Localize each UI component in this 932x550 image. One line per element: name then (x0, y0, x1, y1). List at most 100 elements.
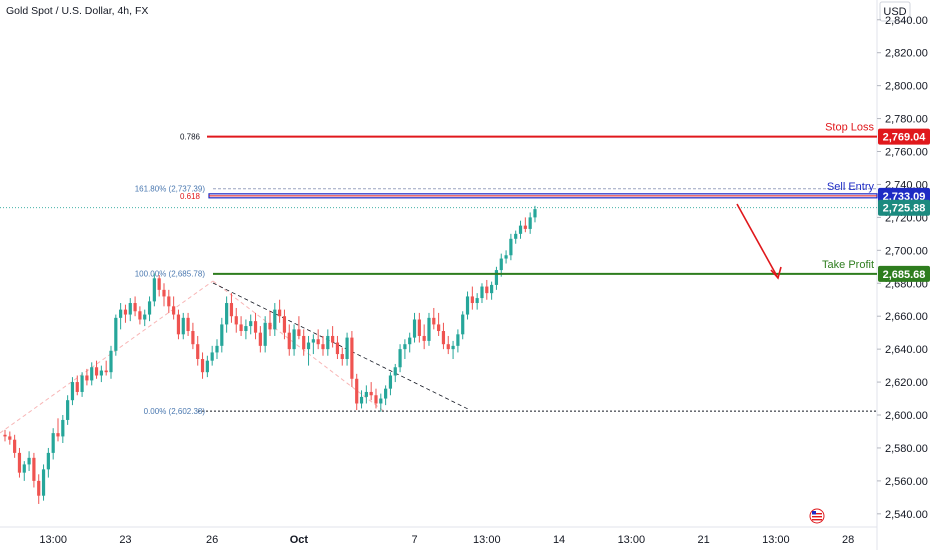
candle-body (273, 309, 277, 330)
candle-body (504, 255, 508, 259)
x-axis-ticks: 13:00 23 26 Oct 7 13:00 14 13:00 21 13:00 28 (0, 526, 877, 546)
candle-body (133, 303, 137, 312)
candle-body (456, 334, 460, 346)
price-tag-value: 2,769.04 (883, 132, 927, 144)
candle-body (528, 217, 532, 229)
candle-body (80, 375, 84, 392)
candle-body (41, 469, 46, 496)
candle-body (364, 391, 368, 397)
fib-retracement-label: 0.786 (180, 133, 201, 142)
fib-trend-line-down (212, 280, 386, 413)
candle-body (220, 324, 224, 346)
candle-body (75, 382, 79, 392)
projection-arrowhead (770, 266, 782, 280)
candle-body (441, 331, 446, 345)
candle-body (282, 316, 287, 333)
candle-body (104, 370, 108, 373)
candle-body (412, 319, 417, 338)
x-tick-label: 26 (206, 534, 218, 546)
trade-levels: Stop Loss 0.786 2,769.04 Sell Entry 0.618 2,7… (180, 122, 930, 282)
candle-body (490, 284, 494, 294)
candle-body (518, 225, 523, 234)
candle-body (85, 375, 89, 381)
candle-body (437, 324, 441, 332)
fib-trend-line-up (0, 280, 214, 434)
candle-body (13, 439, 17, 453)
channel-trendline (212, 282, 471, 411)
candle-body (46, 452, 50, 470)
candle-body (56, 433, 60, 437)
candle-body (249, 321, 253, 327)
candle-body (51, 433, 55, 453)
current-price-tag (878, 199, 930, 216)
projection-arrow (736, 203, 779, 279)
candle-body (244, 326, 248, 332)
candle-body (123, 309, 128, 315)
currency-box[interactable] (879, 1, 911, 22)
candle-body (461, 314, 465, 335)
candle-body (138, 311, 142, 320)
candle-body (316, 339, 320, 345)
candle-body (335, 342, 340, 355)
y-tick-label: 2,820.00 (885, 48, 928, 60)
candle-body (210, 352, 214, 361)
candle-body (432, 317, 436, 325)
y-tick-label: 2,840.00 (885, 15, 928, 27)
y-tick-label: 2,660.00 (885, 311, 928, 323)
fib-extension-levels: 161.80% (2,737.39) 100.00% (2,685.78) 0.00… (0, 185, 877, 416)
x-tick-label: 13:00 (618, 534, 646, 546)
candle-body (350, 337, 354, 379)
price-tag (878, 128, 930, 145)
candle-body (172, 306, 176, 315)
candle-body (278, 309, 282, 317)
chart-title: Gold Spot / U.S. Dollar, 4h, FX (6, 5, 149, 17)
candle-body (446, 344, 450, 350)
candle-body (196, 344, 200, 360)
candle-body (302, 335, 306, 350)
x-tick-label: 13:00 (39, 534, 67, 546)
candle-body (61, 419, 65, 437)
candle-body (215, 345, 219, 353)
x-tick-label: 23 (119, 534, 131, 546)
candle-body (157, 278, 161, 290)
y-tick-label: 2,540.00 (885, 509, 928, 521)
candlestick-series (3, 205, 537, 504)
candle-body (494, 270, 499, 285)
candle-body (485, 286, 489, 294)
candle-body (268, 322, 272, 330)
candle-body (94, 367, 99, 376)
candle-body (186, 317, 190, 332)
candle-body (147, 301, 152, 315)
candle-body (17, 452, 22, 473)
y-tick-label: 2,800.00 (885, 81, 928, 93)
candle-body (384, 388, 388, 399)
candle-body (3, 434, 7, 437)
y-tick-label: 2,620.00 (885, 377, 928, 389)
y-tick-label: 2,560.00 (885, 476, 928, 488)
candle-body (70, 382, 75, 401)
candle-body (408, 337, 412, 345)
candle-body (234, 316, 238, 325)
candle-body (470, 296, 474, 304)
candle-body (417, 319, 421, 336)
y-axis-ticks: 2,540.00 2,560.00 2,580.00 2,600.00 2,620.00… (877, 15, 928, 521)
candle-body (32, 457, 36, 481)
candle-body (326, 335, 330, 350)
candle-body (311, 339, 315, 343)
price-tag (878, 265, 930, 282)
price-tag-value: 2,685.68 (883, 269, 926, 281)
candle-body (331, 335, 335, 343)
candle-body (499, 258, 503, 271)
candle-body (398, 349, 402, 368)
candle-body (306, 342, 311, 350)
candle-body (427, 317, 431, 341)
candle-body (340, 354, 344, 360)
us-flag-icon[interactable] (809, 508, 825, 524)
fib-extension-label: 0.00% (2,602.38) (144, 407, 206, 416)
trade-level-name: Stop Loss (825, 122, 874, 134)
candle-body (374, 395, 378, 404)
candle-body (167, 296, 171, 307)
fib-extension-label: 100.00% (2,685.78) (135, 270, 206, 279)
candle-body (200, 359, 205, 373)
